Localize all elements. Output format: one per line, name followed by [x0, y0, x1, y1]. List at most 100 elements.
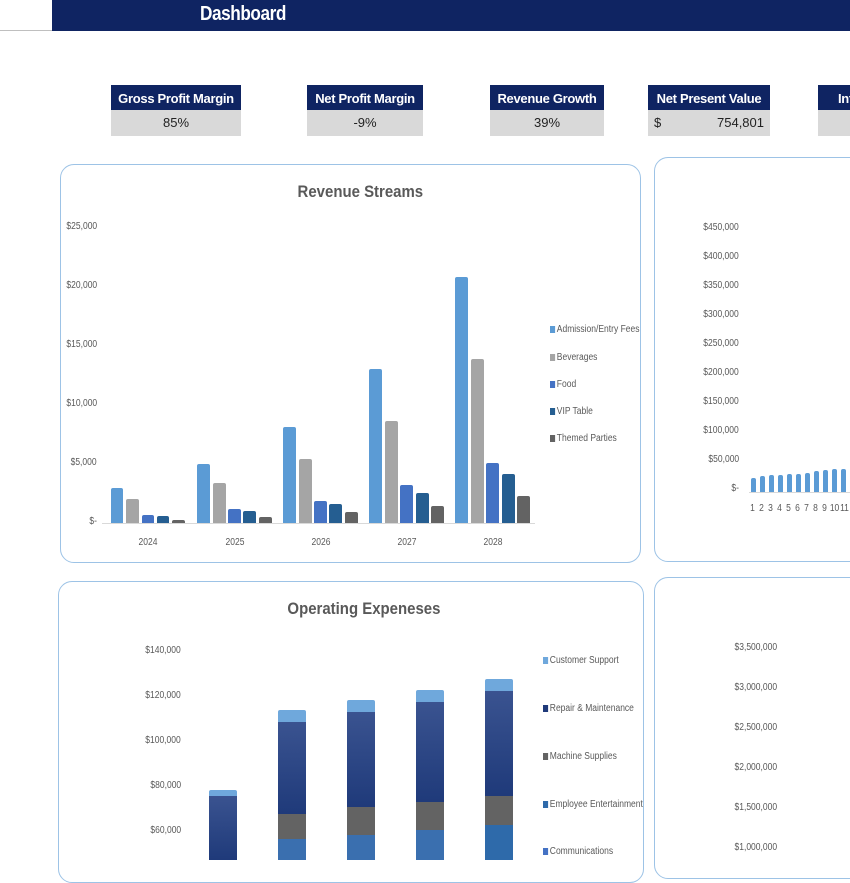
legend-themed-parties: Themed Parties [550, 433, 617, 444]
legend-label: Admission/Entry Fees [556, 324, 640, 335]
x-tick: 6 [795, 503, 800, 514]
y-tick: $400,000 [703, 251, 739, 262]
bar-themed-2026 [345, 512, 358, 523]
bar-beverages-2026 [299, 459, 312, 523]
kpi-irr-partial: Int [818, 85, 850, 137]
legend-swatch-icon [550, 435, 556, 442]
x-tick: 8 [813, 503, 818, 514]
bar-month-11 [841, 469, 846, 492]
bar-month-8 [814, 471, 819, 492]
y-tick: $450,000 [703, 222, 739, 233]
bar-themed-2028 [517, 496, 530, 523]
x-axis [102, 523, 535, 524]
monthly-cashflow-chart[interactable]: $450,000 $400,000 $350,000 $300,000 $250… [654, 157, 850, 562]
seg-repair-maintenance [485, 691, 513, 796]
legend-label: Machine Supplies [549, 751, 617, 762]
seg-repair-maintenance [278, 722, 306, 814]
x-tick: 4 [777, 503, 782, 514]
operating-expenses-chart[interactable]: Operating Expeneses $140,000 $120,000 $1… [58, 581, 644, 883]
y-tick: $80,000 [150, 780, 181, 791]
bar-admission-2028 [455, 277, 468, 523]
kpi-label: Gross Profit Margin [111, 85, 241, 110]
bar-month-7 [805, 473, 810, 492]
y-tick: $120,000 [145, 690, 181, 701]
stack-2026 [347, 700, 375, 860]
currency-symbol: $ [654, 115, 662, 130]
legend-vip-table: VIP Table [550, 406, 593, 417]
y-tick: $10,000 [66, 398, 97, 409]
bar-vip-2026 [329, 504, 342, 523]
bar-admission-2025 [197, 464, 210, 523]
bar-beverages-2024 [126, 499, 139, 523]
kpi-value: $ 754,801 [648, 110, 770, 136]
kpi-value [818, 110, 850, 136]
seg-employee-entertainment [347, 835, 375, 860]
legend-swatch-icon [550, 326, 556, 333]
kpi-number: 754,801 [717, 115, 764, 130]
bar-food-2027 [400, 485, 413, 523]
bar-beverages-2025 [213, 483, 226, 523]
x-tick: 2024 [138, 537, 158, 548]
bar-vip-2025 [243, 511, 256, 523]
kpi-label: Net Profit Margin [307, 85, 423, 110]
y-tick: $350,000 [703, 280, 739, 291]
bar-food-2026 [314, 501, 327, 523]
kpi-value: -9% [307, 110, 423, 136]
legend-swatch-icon [543, 801, 549, 808]
x-tick: 11 [840, 503, 849, 514]
legend-label: Communications [549, 846, 614, 857]
kpi-label: Int [818, 85, 850, 110]
stack-2028 [485, 679, 513, 860]
y-tick: $- [731, 483, 739, 494]
legend-repair-maintenance: Repair & Maintenance [543, 703, 634, 714]
chart-title: Operating Expeneses [287, 599, 441, 618]
y-tick: $1,000,000 [734, 842, 777, 853]
legend-label: Customer Support [549, 655, 619, 666]
bar-themed-2024 [172, 520, 185, 523]
bar-month-2 [760, 476, 765, 492]
kpi-net-present-value: Net Present Value $ 754,801 [648, 85, 770, 137]
y-tick: $250,000 [703, 338, 739, 349]
bar-month-3 [769, 475, 774, 492]
bar-month-4 [778, 475, 783, 492]
top-divider [0, 30, 52, 31]
legend-swatch-icon [543, 848, 549, 855]
bar-month-10 [832, 469, 837, 492]
bar-month-1 [751, 478, 756, 492]
kpi-gross-profit-margin: Gross Profit Margin 85% [111, 85, 241, 137]
legend-communications: Communications [543, 846, 613, 857]
x-tick: 2 [759, 503, 764, 514]
seg-employee-entertainment [416, 830, 444, 860]
y-tick: $3,500,000 [734, 642, 777, 653]
x-tick: 2025 [225, 537, 245, 548]
seg-customer-support [278, 710, 306, 722]
kpi-revenue-growth: Revenue Growth 39% [490, 85, 604, 137]
bar-admission-2024 [111, 488, 123, 523]
y-tick: $5,000 [70, 457, 97, 468]
legend-admission: Admission/Entry Fees [550, 324, 639, 335]
y-tick: $3,000,000 [734, 682, 777, 693]
bar-admission-2026 [283, 427, 296, 523]
legend-swatch-icon [543, 753, 549, 760]
y-tick: $300,000 [703, 309, 739, 320]
legend-swatch-icon [550, 381, 556, 388]
seg-machine-supplies [485, 796, 513, 825]
cumulative-cash-chart[interactable]: $3,500,000 $3,000,000 $2,500,000 $2,000,… [654, 577, 850, 879]
bar-month-6 [796, 474, 801, 492]
bar-beverages-2027 [385, 421, 398, 523]
bar-vip-2024 [157, 516, 169, 523]
seg-customer-support [347, 700, 375, 712]
y-tick: $50,000 [708, 454, 739, 465]
legend-employee-entertainment: Employee Entertainment [543, 799, 643, 810]
bar-food-2028 [486, 463, 499, 523]
y-tick: $140,000 [145, 645, 181, 656]
bar-admission-2027 [369, 369, 382, 523]
y-tick: $100,000 [145, 735, 181, 746]
y-tick: $100,000 [703, 425, 739, 436]
legend-swatch-icon [543, 657, 549, 664]
y-tick: $1,500,000 [734, 802, 777, 813]
revenue-streams-chart[interactable]: Revenue Streams $25,000 $20,000 $15,000 … [60, 164, 641, 563]
seg-customer-support [416, 690, 444, 702]
bar-month-9 [823, 470, 828, 492]
x-tick: 2028 [483, 537, 503, 548]
